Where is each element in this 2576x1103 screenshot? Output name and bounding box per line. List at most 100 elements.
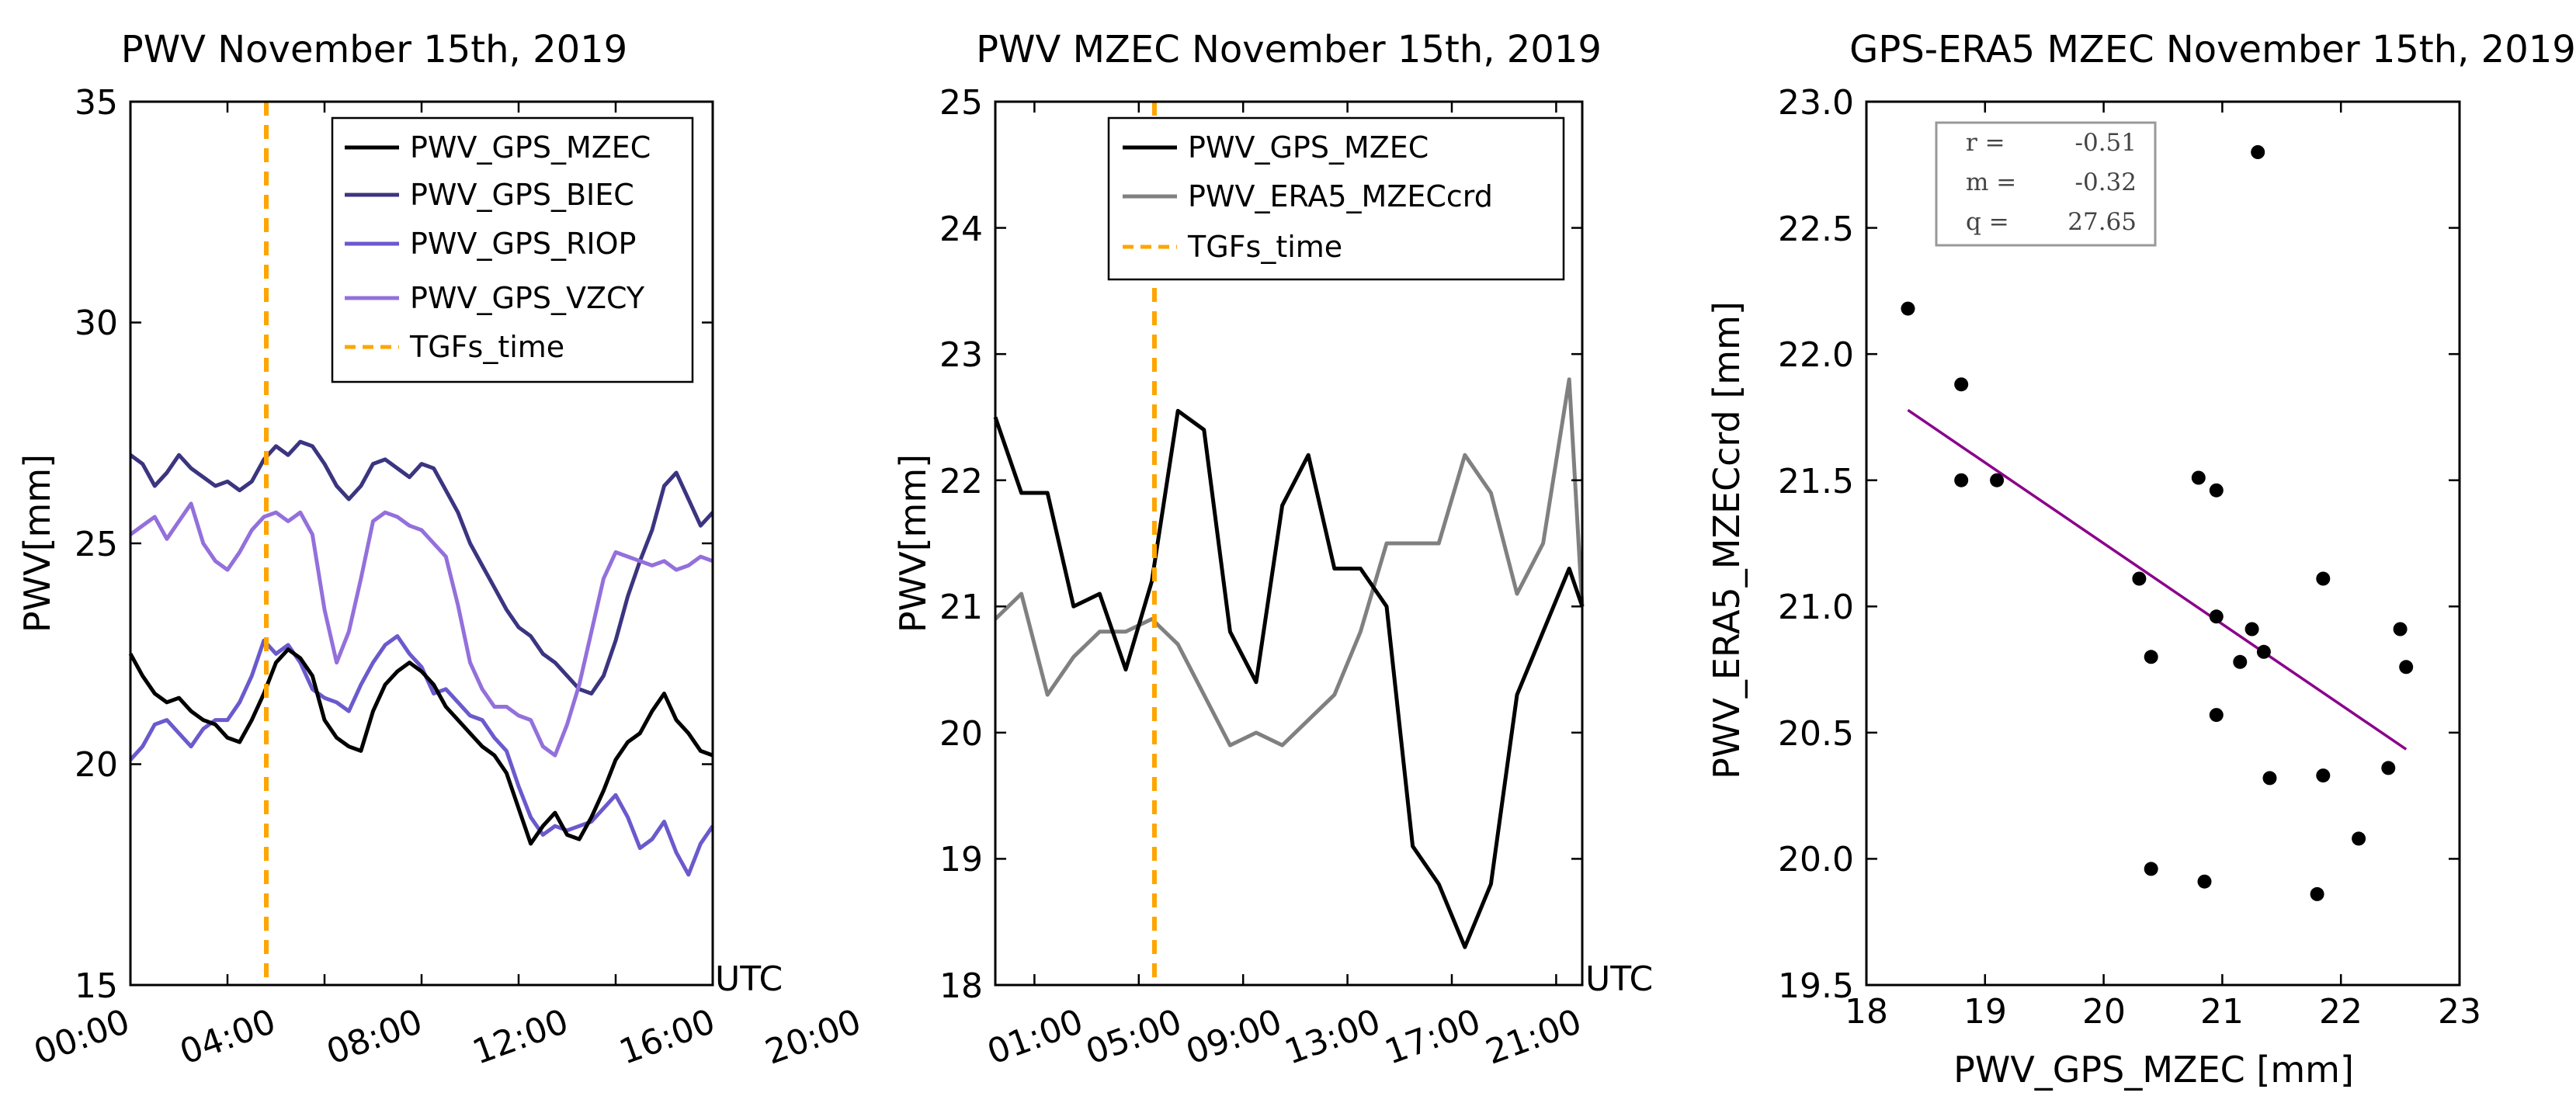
scatter-point <box>2256 644 2271 659</box>
panel1-ytick-label: 25 <box>75 525 118 564</box>
panel2-ytick-label: 19 <box>939 840 983 879</box>
panel1-xtick-label: 00:00 <box>29 1001 135 1072</box>
panel1-line-bgps-mzec <box>128 647 713 846</box>
panel3-ytick-label: 20.0 <box>1778 840 1854 879</box>
panel1-ytick-label: 15 <box>75 966 118 1006</box>
panel2-ytick-label: 22 <box>939 462 983 501</box>
panel1-line-bgps-vzcy <box>129 501 713 758</box>
panel2-legend: PWV_GPS_MZEC PWV_ERA5_MZECcrd TGFs_time <box>1107 116 1565 281</box>
panel1-ytick-labels: 15 20 25 30 35 <box>75 83 118 1006</box>
panel1-line-bgps-biec <box>129 439 714 695</box>
panel2-ytick-label: 21 <box>939 588 983 627</box>
panel3-fit-line <box>1907 408 2408 751</box>
stats-q-label: q = <box>1966 208 2009 236</box>
panel3-ytick-label: 19.5 <box>1778 966 1854 1006</box>
panel3-points <box>1901 145 2414 901</box>
panel2-xtick-label: 05:00 <box>1081 1001 1187 1072</box>
scatter-point <box>2310 886 2324 901</box>
panel3-axes-frame <box>1865 100 2461 987</box>
panel3-xtick-label: 18 <box>1845 992 1888 1032</box>
scatter-point <box>1954 473 1969 487</box>
panel2-axes-frame <box>994 100 1584 987</box>
panel1-legend-label: TGFs_time <box>409 330 564 364</box>
scatter-point <box>2251 145 2265 159</box>
panel2-legend-label: PWV_GPS_MZEC <box>1188 130 1429 165</box>
panel1-series <box>128 439 715 877</box>
panel1-ytick-label: 35 <box>75 83 118 123</box>
scatter-point <box>2132 571 2147 586</box>
scatter-point <box>2316 768 2331 783</box>
scatter-point <box>2209 708 2224 723</box>
panel2-xlabel: UTC <box>1585 959 1653 999</box>
scatter-point <box>1901 301 1915 316</box>
scatter-point <box>2244 622 2259 636</box>
panel2-xtick-label: 09:00 <box>1181 1001 1287 1072</box>
scatter-point <box>2197 874 2212 889</box>
panel2-ytick-label: 20 <box>939 714 983 754</box>
panel3-ytick-label: 22.5 <box>1778 210 1854 249</box>
scatter-point <box>1990 473 2005 487</box>
scatter-point <box>2262 771 2277 786</box>
panel1-legend: PWV_GPS_MZEC PWV_GPS_BIEC PWV_GPS_RIOP P… <box>331 116 694 383</box>
stats-q-value: 27.65 <box>2067 208 2137 236</box>
panel3-ytick-label: 21.5 <box>1778 462 1854 501</box>
panel1-legend-box <box>331 116 694 383</box>
stats-r-value: -0.51 <box>2075 129 2137 157</box>
scatter-point <box>2381 761 2396 775</box>
panel1-legend-label: PWV_GPS_BIEC <box>410 178 634 212</box>
panel2-ytick-label: 18 <box>939 966 983 1006</box>
panel-scatter: GPS-ERA5 MZEC November 15th, 2019 PWV_ER… <box>1706 28 2576 1091</box>
panel2-xtick-labels: 01:00 05:00 09:00 13:00 17:00 21:00 <box>982 1001 1587 1072</box>
panel2-title: PWV MZEC November 15th, 2019 <box>976 28 1602 71</box>
panel2-legend-label: PWV_ERA5_MZECcrd <box>1188 179 1493 213</box>
panel3-title: GPS-ERA5 MZEC November 15th, 2019 <box>1849 28 2576 71</box>
panel1-ylabel: PWV[mm] <box>16 454 58 633</box>
panel3-stats-box: r = -0.51 m = -0.32 q = 27.65 <box>1935 121 2157 247</box>
panel1-ytick-label: 30 <box>75 303 118 343</box>
panel2-xtick-label: 13:00 <box>1279 1001 1386 1072</box>
panel2-xtick-label: 17:00 <box>1380 1001 1486 1072</box>
panel1-xtick-label: 04:00 <box>175 1001 281 1072</box>
panel3-xtick-label: 21 <box>2200 992 2244 1032</box>
panel3-ytick-labels: 19.5 20.0 20.5 21.0 21.5 22.0 22.5 23.0 <box>1778 83 1854 1006</box>
panel2-ytick-labels: 18 19 20 21 22 23 24 25 <box>939 83 983 1006</box>
panel3-xlabel: PWV_GPS_MZEC [mm] <box>1953 1049 2354 1091</box>
scatter-point <box>2191 470 2206 485</box>
panel1-legend-label: PWV_GPS_VZCY <box>410 281 645 315</box>
panel2-ylabel: PWV[mm] <box>892 454 934 633</box>
tick-marks <box>129 100 2461 987</box>
scatter-point <box>2393 622 2408 636</box>
scatter-point <box>2144 862 2158 876</box>
panel2-ytick-label: 24 <box>939 210 983 249</box>
panel1-xtick-label: 08:00 <box>321 1001 428 1072</box>
scatter-point <box>1954 377 1969 392</box>
panel3-xtick-label: 19 <box>1963 992 2007 1032</box>
scatter-point <box>2352 831 2366 846</box>
stats-m-value: -0.32 <box>2075 168 2137 196</box>
stats-m-label: m = <box>1966 168 2016 196</box>
panel1-line-bgps-riop <box>129 634 715 877</box>
panel1-title: PWV November 15th, 2019 <box>121 28 627 71</box>
panel2-xtick-label: 21:00 <box>1481 1001 1587 1072</box>
panel2-xtick-label: 01:00 <box>982 1001 1088 1072</box>
panel3-xtick-label: 20 <box>2082 992 2126 1032</box>
panel1-xlabel: UTC <box>715 959 783 999</box>
panel1-xtick-label: 16:00 <box>614 1001 720 1072</box>
panel-pwv-mzec: PWV MZEC November 15th, 2019 PWV[mm] 18 … <box>892 28 1653 1073</box>
scatter-point <box>2209 609 2224 624</box>
panel3-ytick-label: 21.0 <box>1778 588 1854 627</box>
panel2-legend-box <box>1107 116 1565 281</box>
panel3-ylabel: PWV_ERA5_MZECcrd [mm] <box>1706 301 1748 779</box>
panel2-line-era5 <box>994 377 1585 747</box>
panel1-xtick-labels: 00:00 04:00 08:00 12:00 16:00 20:00 <box>29 1001 866 1072</box>
panel-pwv-stations: PWV November 15th, 2019 PWV[mm] 15 20 25… <box>16 28 866 1073</box>
scatter-point <box>2209 483 2224 498</box>
panel1-legend-label: PWV_GPS_MZEC <box>410 130 651 165</box>
panel2-legend-label: TGFs_time <box>1187 230 1342 264</box>
scatter-point <box>2144 650 2158 664</box>
panel1-legend-label: PWV_GPS_RIOP <box>410 227 636 261</box>
panel1-xtick-label: 20:00 <box>760 1001 866 1072</box>
panel3-xtick-labels: 18 19 20 21 22 23 <box>1845 992 2481 1032</box>
panel1-xtick-label: 12:00 <box>467 1001 574 1072</box>
